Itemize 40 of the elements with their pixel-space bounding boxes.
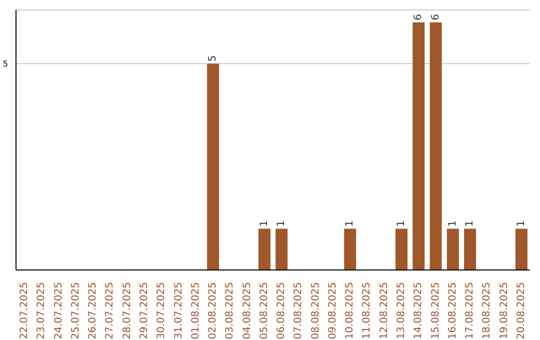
x-tick-label: 05.08.2025 <box>258 282 270 340</box>
x-tick-label: 16.08.2025 <box>447 282 458 340</box>
x-tick-label: 09.08.2025 <box>327 282 338 340</box>
x-tick-label: 18.08.2025 <box>482 282 493 340</box>
x-tick-label: 01.08.2025 <box>190 282 202 340</box>
data-label: 1 <box>344 220 356 227</box>
x-tick-label: 02.08.2025 <box>208 282 219 340</box>
x-tick-label: 07.08.2025 <box>293 282 304 340</box>
data-label: 1 <box>516 220 527 227</box>
x-tick-label: 03.08.2025 <box>224 282 236 340</box>
x-tick-label: 11.08.2025 <box>362 282 373 340</box>
data-label: 6 <box>413 14 424 20</box>
x-tick-label: 04.08.2025 <box>242 282 253 340</box>
x-tick-label: 20.08.2025 <box>516 282 527 340</box>
x-tick-label: 15.08.2025 <box>430 282 442 340</box>
x-tick-label: 27.07.2025 <box>104 282 116 340</box>
x-tick-label: 26.07.2025 <box>88 282 99 340</box>
x-tick-label: 12.08.2025 <box>378 282 390 340</box>
x-tick-label: 22.07.2025 <box>19 282 30 340</box>
data-label: 1 <box>396 220 408 227</box>
data-label: 1 <box>258 220 270 227</box>
x-tick-label: 19.08.2025 <box>498 282 510 340</box>
data-label: 5 <box>208 55 219 62</box>
x-tick-label: 23.07.2025 <box>36 282 48 340</box>
data-label: 1 <box>276 220 288 227</box>
x-tick-label: 30.07.2025 <box>156 282 168 340</box>
x-tick-label: 29.07.2025 <box>139 282 150 340</box>
x-tick-label: 17.08.2025 <box>464 282 476 340</box>
x-tick-label: 24.07.2025 <box>53 282 64 340</box>
data-label: 1 <box>464 220 476 227</box>
data-label: 6 <box>430 14 442 20</box>
x-tick-label: 06.08.2025 <box>276 282 288 340</box>
x-tick-label: 10.08.2025 <box>344 282 356 340</box>
x-tick-label: 08.08.2025 <box>310 282 322 340</box>
x-tick-label: 25.07.2025 <box>70 282 82 340</box>
x-tick-label: 13.08.2025 <box>396 282 407 340</box>
x-tick-label: 14.08.2025 <box>413 282 424 340</box>
x-tick-label: 28.07.2025 <box>122 282 133 340</box>
data-label: 1 <box>447 220 458 227</box>
x-tick-label: 31.07.2025 <box>173 282 184 340</box>
